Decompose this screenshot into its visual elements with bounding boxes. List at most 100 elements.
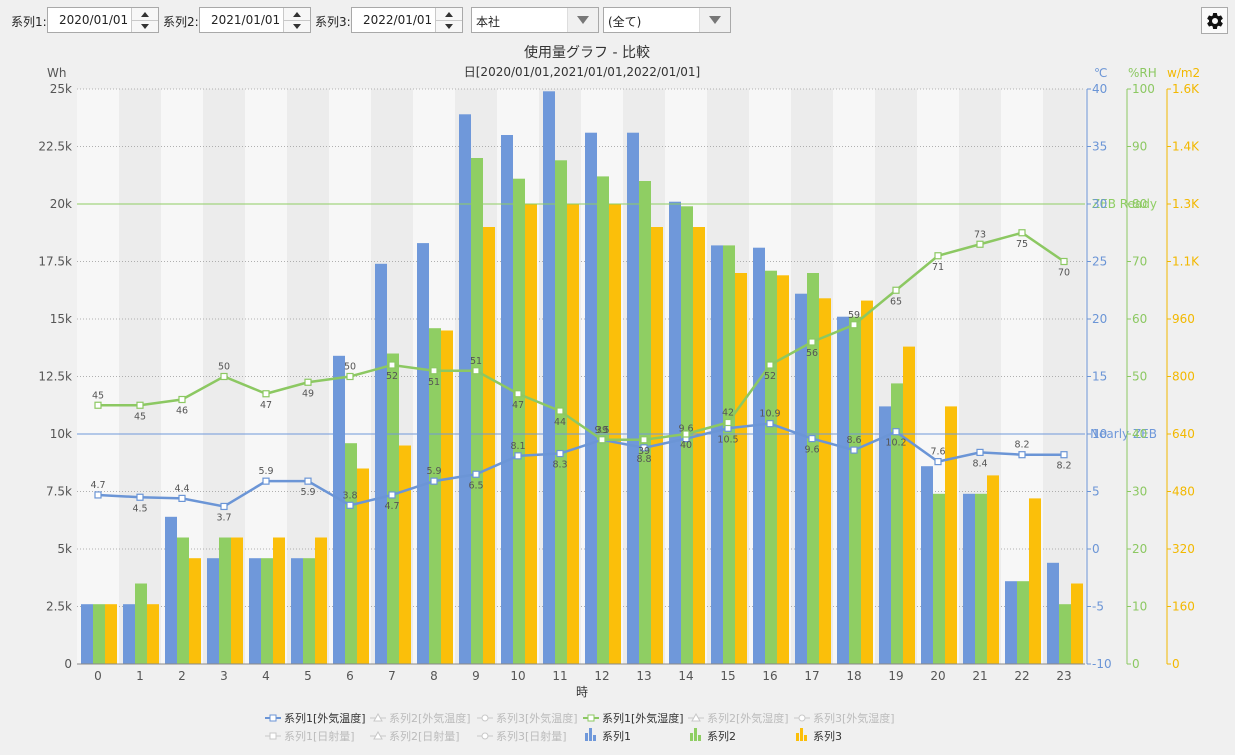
humidity-axis-tick-label: 0 [1132, 657, 1140, 671]
chevron-up-icon [141, 11, 149, 17]
legend-item[interactable]: 系列1 [585, 728, 631, 743]
line-point [892, 428, 900, 436]
legend-item[interactable]: 系列2[日射量] [370, 729, 460, 743]
legend-item-label: 系列1 [602, 729, 631, 743]
line-point [1018, 229, 1026, 237]
bar [261, 558, 273, 664]
line-point [724, 424, 732, 432]
legend-item-label: 系列2[日射量] [389, 729, 460, 743]
series2-date-input[interactable]: 2021/01/01 [199, 7, 311, 33]
data-label: 8.1 [510, 441, 525, 452]
spin-down-button[interactable] [284, 20, 310, 32]
bar [903, 346, 915, 664]
legend-item[interactable]: 系列3 [796, 728, 842, 743]
line-point [1060, 257, 1068, 266]
bar [123, 604, 135, 664]
bar [735, 273, 747, 664]
toolbar: 系列1: 2020/01/01 系列2: 2021/01/01 系列3: 202… [0, 0, 1235, 40]
series2-date-value: 2021/01/01 [211, 13, 281, 27]
legend-square-marker [269, 732, 277, 740]
left-axis-tick-label: 22.5k [38, 140, 72, 154]
chevron-up-icon [293, 11, 301, 17]
data-label: 75 [1016, 239, 1028, 250]
legend-item[interactable]: 系列1[外気温度] [265, 711, 366, 725]
series1-date-spinner[interactable] [131, 8, 158, 32]
bar [543, 91, 555, 665]
series3-date-spinner[interactable] [435, 8, 462, 32]
solar-axis-tick-label: 1.3K [1172, 197, 1200, 211]
bar [165, 516, 177, 664]
left-axis-unit: Wh [47, 66, 66, 80]
data-label: 5.9 [258, 466, 273, 477]
temp-axis-tick-label: 40 [1092, 82, 1107, 96]
temp-axis-tick-label: -5 [1092, 600, 1104, 614]
temp-axis-tick-label: 30 [1092, 197, 1107, 211]
legend-item[interactable]: 系列1[日射量] [265, 729, 355, 743]
data-label: 4.7 [90, 480, 105, 491]
bar [273, 537, 285, 664]
data-label: 6.5 [468, 480, 483, 491]
spin-up-button[interactable] [132, 8, 158, 21]
line-point [430, 477, 438, 485]
bar [105, 604, 117, 664]
bar [231, 537, 243, 664]
legend-triangle-marker [373, 730, 383, 740]
chevron-down-icon [141, 23, 149, 29]
legend-bar-icon [690, 733, 693, 741]
temp-axis-tick-label: 0 [1092, 542, 1100, 556]
solar-axis-tick-label: 320 [1172, 542, 1195, 556]
legend-item[interactable]: 系列3[日射量] [477, 729, 567, 743]
bar [765, 270, 777, 664]
data-label: 70 [1058, 268, 1070, 279]
spin-up-button[interactable] [284, 8, 310, 21]
legend-bar-icon [698, 735, 701, 741]
series-line [97, 422, 1064, 508]
data-label: 10.5 [717, 434, 738, 445]
x-tick-label: 4 [262, 669, 270, 683]
spin-up-button[interactable] [436, 8, 462, 21]
settings-button[interactable] [1201, 7, 1228, 34]
x-tick-label: 15 [720, 669, 735, 683]
legend-item-label: 系列2[外気湿度] [707, 711, 789, 725]
legend-item[interactable]: 系列2 [690, 728, 736, 743]
location-select[interactable]: 本社 [471, 7, 599, 33]
bar [837, 316, 849, 664]
bar [777, 275, 789, 664]
legend-item-label: 系列3 [813, 729, 842, 743]
legend-bar-icon [593, 735, 596, 741]
bar [375, 263, 387, 664]
bar [177, 537, 189, 664]
spin-down-button[interactable] [436, 20, 462, 32]
data-label: 42 [722, 408, 734, 419]
humidity-axis-tick-label: 100 [1132, 82, 1155, 96]
left-axis-tick-label: 15k [50, 312, 72, 326]
data-label: 10.2 [885, 438, 906, 449]
temp-axis-tick-label: 20 [1092, 312, 1107, 326]
bar [1005, 581, 1017, 664]
filter-select[interactable]: (全て) [603, 7, 731, 33]
series2-label: 系列2: [163, 15, 199, 29]
data-label: 9.5 [594, 425, 609, 436]
legend-item[interactable]: 系列1[外気湿度] [583, 711, 684, 725]
series1-date-input[interactable]: 2020/01/01 [47, 7, 159, 33]
line-point [178, 494, 186, 502]
legend-item-label: 系列1[外気温度] [284, 711, 366, 725]
x-tick-label: 2 [178, 669, 186, 683]
bar [819, 298, 831, 664]
data-label: 5.9 [300, 487, 315, 498]
legend-item[interactable]: 系列3[外気温度] [477, 711, 578, 725]
legend-item[interactable]: 系列2[外気温度] [370, 711, 471, 725]
line-point [640, 436, 648, 444]
data-label: 44 [554, 417, 566, 428]
bar [483, 227, 495, 664]
series2-date-spinner[interactable] [283, 8, 310, 32]
spin-down-button[interactable] [132, 20, 158, 32]
bar [93, 604, 105, 664]
series3-date-input[interactable]: 2022/01/01 [351, 7, 463, 33]
bar [399, 445, 411, 664]
data-label: 9.6 [804, 445, 819, 456]
data-label: 10.9 [759, 409, 780, 420]
bar [1059, 604, 1071, 664]
legend-item[interactable]: 系列2[外気湿度] [688, 711, 789, 725]
legend-item[interactable]: 系列3[外気湿度] [794, 711, 895, 725]
